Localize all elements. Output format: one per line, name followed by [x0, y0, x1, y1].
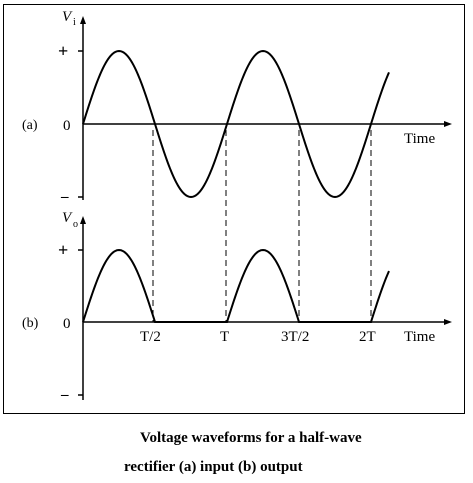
- panel-a-minus-label: –: [60, 189, 69, 205]
- panel-a-zero-label: 0: [63, 118, 71, 134]
- output-waveform: [82, 248, 390, 323]
- panel-b: V o + 0 – (b) Time T/2 T 3T/2 2T: [22, 210, 452, 403]
- tick-label-two-period: 2T: [359, 329, 376, 345]
- panel-b-x-label: Time: [404, 329, 435, 345]
- panel-b-y-label: V: [62, 210, 73, 226]
- period-guides: [152, 130, 372, 322]
- panel-a-y-sub: i: [73, 17, 76, 28]
- panel-b-y-sub: o: [73, 219, 78, 230]
- tick-label-half-period: T/2: [140, 329, 161, 345]
- panel-a: V i + 0 – (a) Time: [22, 9, 452, 205]
- panel-a-y-arrow: [80, 16, 86, 24]
- panel-b-plus-label: +: [58, 240, 68, 260]
- panel-b-x-arrow: [444, 319, 452, 325]
- panel-a-label: (a): [22, 118, 38, 133]
- panel-b-minus-label: –: [60, 387, 69, 403]
- caption-line-2: rectifier (a) input (b) output: [124, 459, 303, 475]
- input-waveform: [82, 49, 390, 199]
- panel-b-label: (b): [22, 316, 39, 331]
- tick-label-period: T: [220, 329, 229, 345]
- panel-a-x-label: Time: [404, 131, 435, 147]
- panel-b-zero-label: 0: [63, 316, 71, 332]
- panel-a-plus-label: +: [58, 41, 68, 61]
- tick-label-three-half-period: 3T/2: [281, 329, 309, 345]
- caption-line-1: Voltage waveforms for a half-wave: [140, 430, 362, 446]
- figure-frame: [3, 4, 465, 414]
- panel-b-y-arrow: [80, 216, 86, 224]
- panel-a-x-arrow: [444, 121, 452, 127]
- panel-a-y-label: V: [62, 9, 73, 25]
